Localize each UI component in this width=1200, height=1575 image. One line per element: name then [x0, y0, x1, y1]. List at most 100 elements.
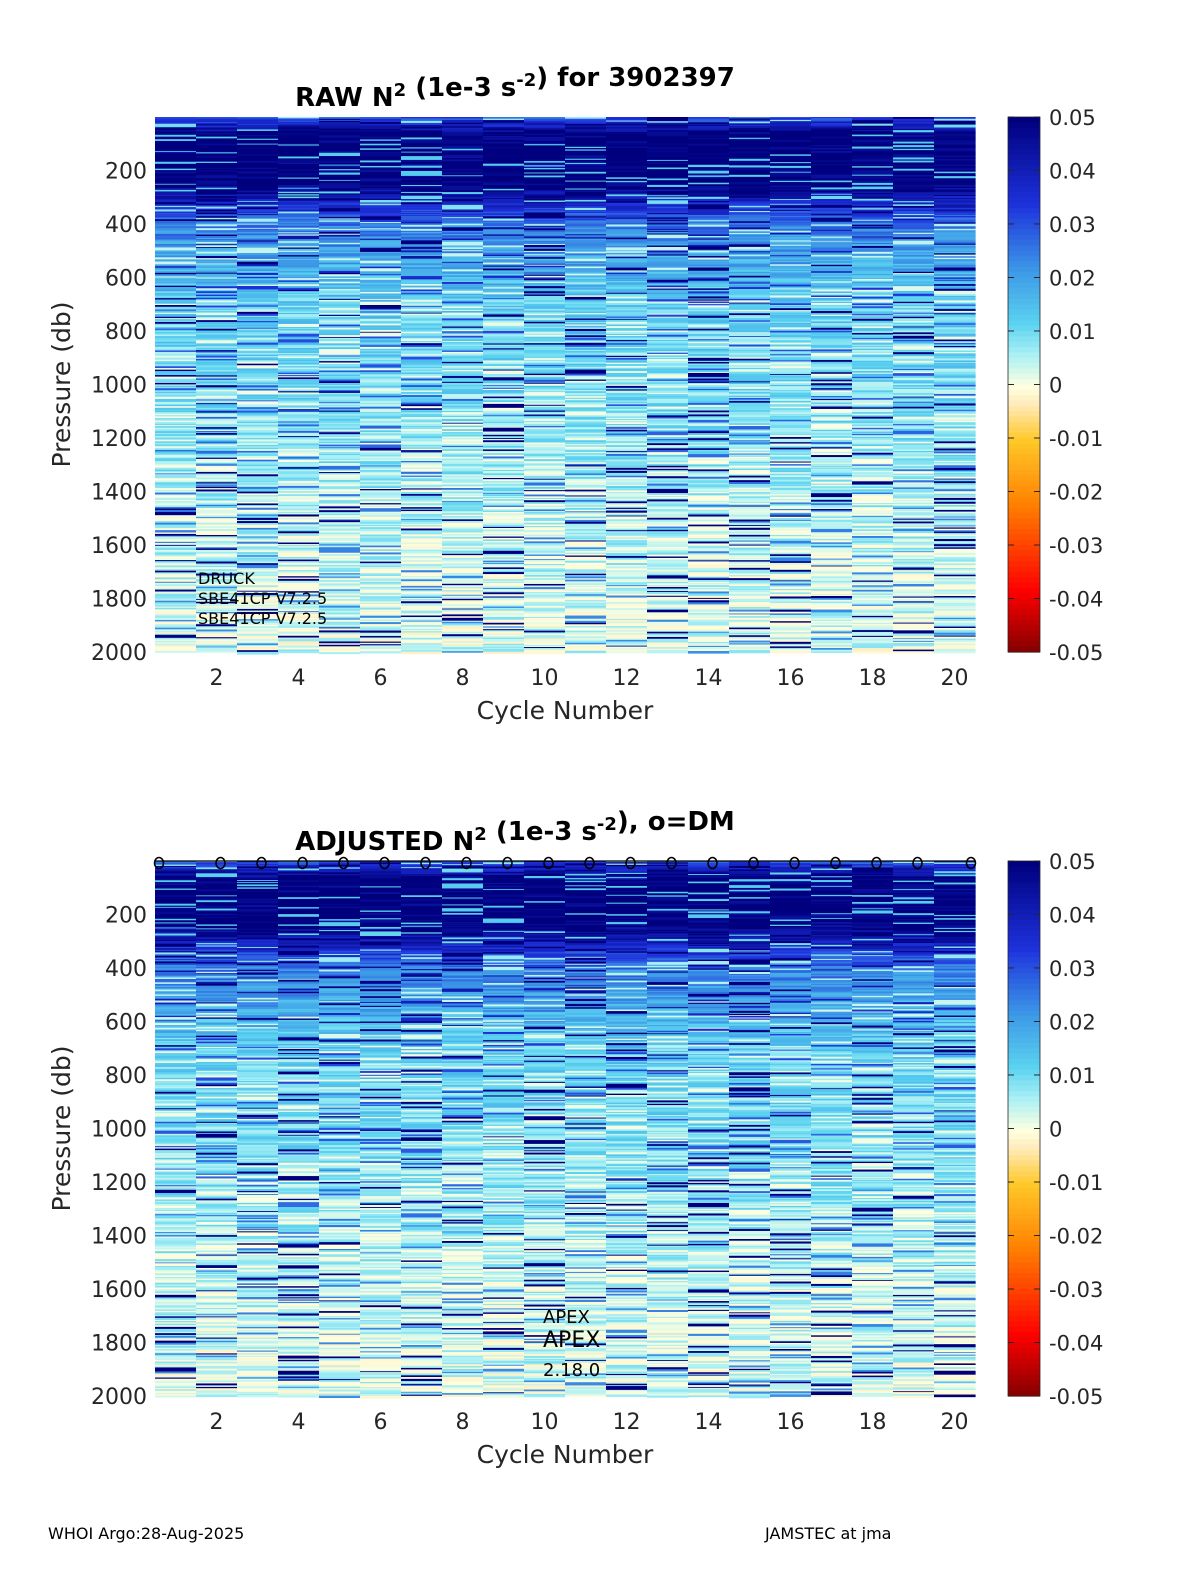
x-tick-label: 8	[456, 666, 470, 691]
x-axis-label: Cycle Number	[477, 1440, 654, 1469]
heatmap-column-cycle-1	[155, 117, 197, 653]
x-tick-label: 16	[777, 1410, 805, 1435]
y-tick-label: 800	[105, 1064, 147, 1089]
dm-marker-cycle-3	[256, 856, 267, 870]
x-tick-label: 6	[374, 1410, 388, 1435]
heatmap-column-cycle-12	[606, 861, 648, 1397]
y-tick-label: 600	[105, 267, 147, 292]
colorbar-tick-label: 0.01	[1049, 320, 1096, 344]
y-tick-label: 1600	[91, 534, 147, 559]
heatmap-column-cycle-14	[688, 861, 730, 1398]
panel-adjusted: ADJUSTED N2 (1e-3 s-2), o=DM200400600800…	[47, 807, 1103, 1469]
heatmap-column-cycle-6	[360, 861, 402, 1399]
dm-marker-cycle-4	[297, 856, 308, 870]
heatmap-column-cycle-17	[811, 117, 853, 653]
heatmap-column-cycle-20	[934, 117, 976, 654]
dm-marker-cycle-12	[625, 856, 636, 870]
heatmap-column-cycle-15	[729, 861, 771, 1399]
heatmap-column-cycle-7	[401, 861, 443, 1398]
x-tick-label: 18	[859, 1410, 887, 1435]
colorbar-tick-label: 0.02	[1049, 1011, 1096, 1035]
dm-marker-cycle-9	[502, 856, 513, 870]
colorbar-tick-label: -0.01	[1049, 427, 1103, 451]
heatmap-column-cycle-12	[606, 117, 648, 654]
heatmap-column-cycle-2	[196, 861, 238, 1398]
annotation-label: APEX	[543, 1328, 600, 1353]
colorbar-tick-label: -0.02	[1049, 1225, 1103, 1249]
dm-marker-cycle-8	[461, 856, 472, 870]
annotation-label: SBE41CP V7.2.5	[198, 609, 327, 628]
heatmap-column-cycle-16	[770, 861, 812, 1397]
heatmap-column-cycle-5	[319, 861, 361, 1399]
heatmap-column-cycle-8	[442, 117, 484, 653]
heatmap-column-cycle-19	[893, 861, 935, 1399]
colorbar-tick-label: 0	[1049, 374, 1062, 398]
heatmap-column-cycle-15	[729, 117, 771, 654]
x-axis-ticks: 2 4 6 8 10 12 14 16 18 20	[210, 666, 969, 691]
dm-markers	[153, 856, 977, 870]
heatmap-column-cycle-9	[483, 117, 525, 654]
dm-marker-cycle-1	[153, 856, 165, 870]
colorbar-tick-label: -0.05	[1049, 1385, 1103, 1409]
y-tick-label: 1000	[91, 374, 147, 399]
heatmap-column-cycle-13	[647, 861, 689, 1398]
footer-date-label: WHOI Argo:28-Aug-2025	[48, 1524, 245, 1543]
annotation-label: SBE41CP V7.2.5	[198, 589, 327, 608]
x-tick-label: 2	[210, 1410, 224, 1435]
y-axis-label: Pressure (db)	[47, 1046, 76, 1212]
colorbar-tick-label: 0.01	[1049, 1064, 1096, 1088]
y-tick-label: 2000	[91, 1385, 147, 1410]
heatmap-column-cycle-3	[237, 861, 279, 1398]
y-tick-label: 1000	[91, 1118, 147, 1143]
heatmap-column-cycle-10	[524, 861, 566, 1398]
annotation-label: APEX	[543, 1307, 590, 1328]
x-tick-label: 14	[695, 1410, 723, 1435]
x-tick-label: 12	[613, 1410, 641, 1435]
colorbar: 0.05 0.04 0.03 0.02 0.01 0 -0.01 -0.02 -0.03 -0.0…	[1007, 850, 1103, 1409]
heatmap-column-cycle-20	[934, 861, 976, 1398]
dm-marker-cycle-10	[543, 856, 554, 870]
x-axis-label: Cycle Number	[477, 696, 654, 725]
heatmap-column-cycle-19	[893, 117, 935, 654]
dm-marker-cycle-19	[912, 856, 923, 870]
colorbar-tick-label: 0.04	[1049, 904, 1096, 928]
y-tick-label: 1600	[91, 1278, 147, 1303]
y-axis-label: Pressure (db)	[47, 302, 76, 468]
colorbar-tick-label: -0.01	[1049, 1171, 1103, 1195]
dm-marker-cycle-2	[215, 856, 226, 870]
x-tick-label: 20	[941, 1410, 969, 1435]
heatmap-column-cycle-4	[278, 861, 320, 1398]
dm-marker-cycle-7	[420, 856, 431, 870]
y-tick-label: 400	[105, 213, 147, 238]
chart-title: ADJUSTED N2 (1e-3 s-2), o=DM	[295, 807, 735, 857]
x-tick-label: 12	[613, 666, 641, 691]
y-tick-label: 1800	[91, 1332, 147, 1357]
dm-marker-cycle-17	[830, 856, 841, 870]
heatmap-column-cycle-17	[811, 861, 853, 1397]
panel-raw: RAW N2 (1e-3 s-2) for 390239720040060080…	[47, 63, 1103, 725]
colorbar-tick-label: 0.05	[1049, 850, 1096, 874]
heatmap-column-cycle-8	[442, 861, 484, 1397]
x-tick-label: 20	[941, 666, 969, 691]
heatmap-column-cycle-9	[483, 861, 525, 1398]
dm-marker-cycle-20	[965, 856, 977, 870]
dm-marker-cycle-13	[666, 856, 677, 870]
x-tick-label: 2	[210, 666, 224, 691]
heatmap-column-cycle-14	[688, 117, 730, 654]
footer-institution-label: JAMSTEC at jma	[765, 1524, 892, 1543]
y-axis-ticks: 200 400 600 800 1000 1200 1400 1600 1800 2000	[91, 160, 147, 667]
colorbar-tick-label: 0.03	[1049, 213, 1096, 237]
heatmap-column-cycle-2	[196, 117, 238, 653]
x-tick-label: 4	[292, 1410, 306, 1435]
heatmap-column-cycle-13	[647, 117, 689, 654]
heatmap-column-cycle-10	[524, 117, 566, 655]
annotation-label: DRUCK	[198, 569, 255, 588]
heatmap-column-cycle-1	[155, 861, 197, 1398]
y-axis-ticks: 200 400 600 800 1000 1200 1400 1600 1800 2000	[91, 904, 147, 1411]
colorbar-tick-label: 0.04	[1049, 160, 1096, 184]
colorbar-tick-label: -0.04	[1049, 588, 1103, 612]
dm-marker-cycle-18	[871, 856, 882, 870]
